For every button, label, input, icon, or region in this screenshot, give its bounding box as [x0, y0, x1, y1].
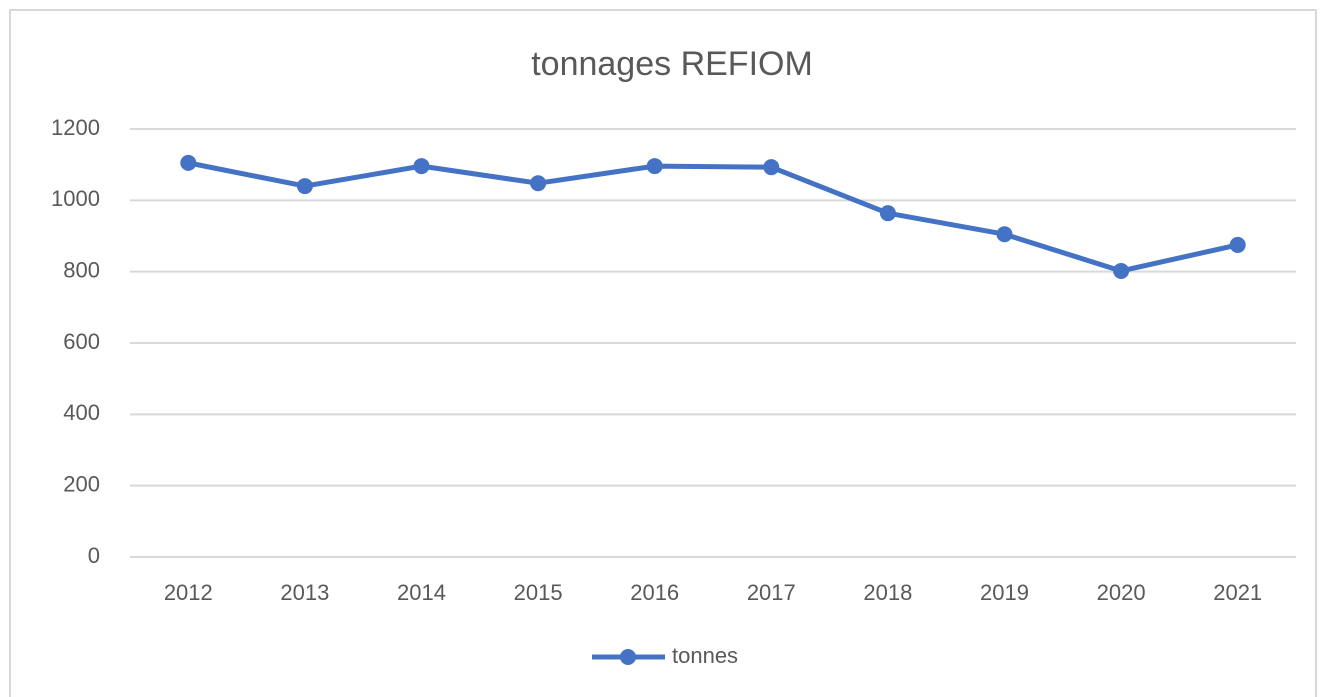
x-tick-label: 2012 — [164, 580, 213, 605]
data-point — [180, 154, 197, 171]
data-point — [413, 158, 430, 175]
chart-frame — [9, 9, 1317, 697]
data-point — [879, 205, 896, 222]
data-point — [1113, 262, 1130, 279]
data-point — [296, 178, 313, 195]
x-tick-label: 2016 — [630, 580, 679, 605]
x-tick-label: 2018 — [863, 580, 912, 605]
data-point — [763, 159, 780, 176]
x-tick-label: 2021 — [1213, 580, 1262, 605]
legend-marker — [620, 649, 636, 665]
y-tick-label: 600 — [63, 329, 100, 354]
y-tick-label: 1000 — [51, 186, 100, 211]
series-line — [187, 160, 1239, 274]
y-tick-label: 400 — [63, 400, 100, 425]
y-tick-label: 0 — [88, 543, 100, 568]
x-tick-label: 2015 — [514, 580, 563, 605]
data-point — [996, 226, 1013, 243]
chart-title: tonnages REFIOM — [531, 45, 813, 83]
x-tick-label: 2014 — [397, 580, 446, 605]
x-tick-label: 2013 — [280, 580, 329, 605]
y-tick-label: 200 — [63, 471, 100, 496]
data-point — [530, 175, 547, 192]
legend-label: tonnes — [672, 643, 738, 668]
y-tick-label: 1200 — [51, 115, 100, 140]
data-point — [1229, 236, 1246, 253]
x-tick-label: 2020 — [1097, 580, 1146, 605]
x-tick-label: 2019 — [980, 580, 1029, 605]
data-point — [646, 158, 663, 175]
y-tick-label: 800 — [63, 257, 100, 282]
x-tick-label: 2017 — [747, 580, 796, 605]
